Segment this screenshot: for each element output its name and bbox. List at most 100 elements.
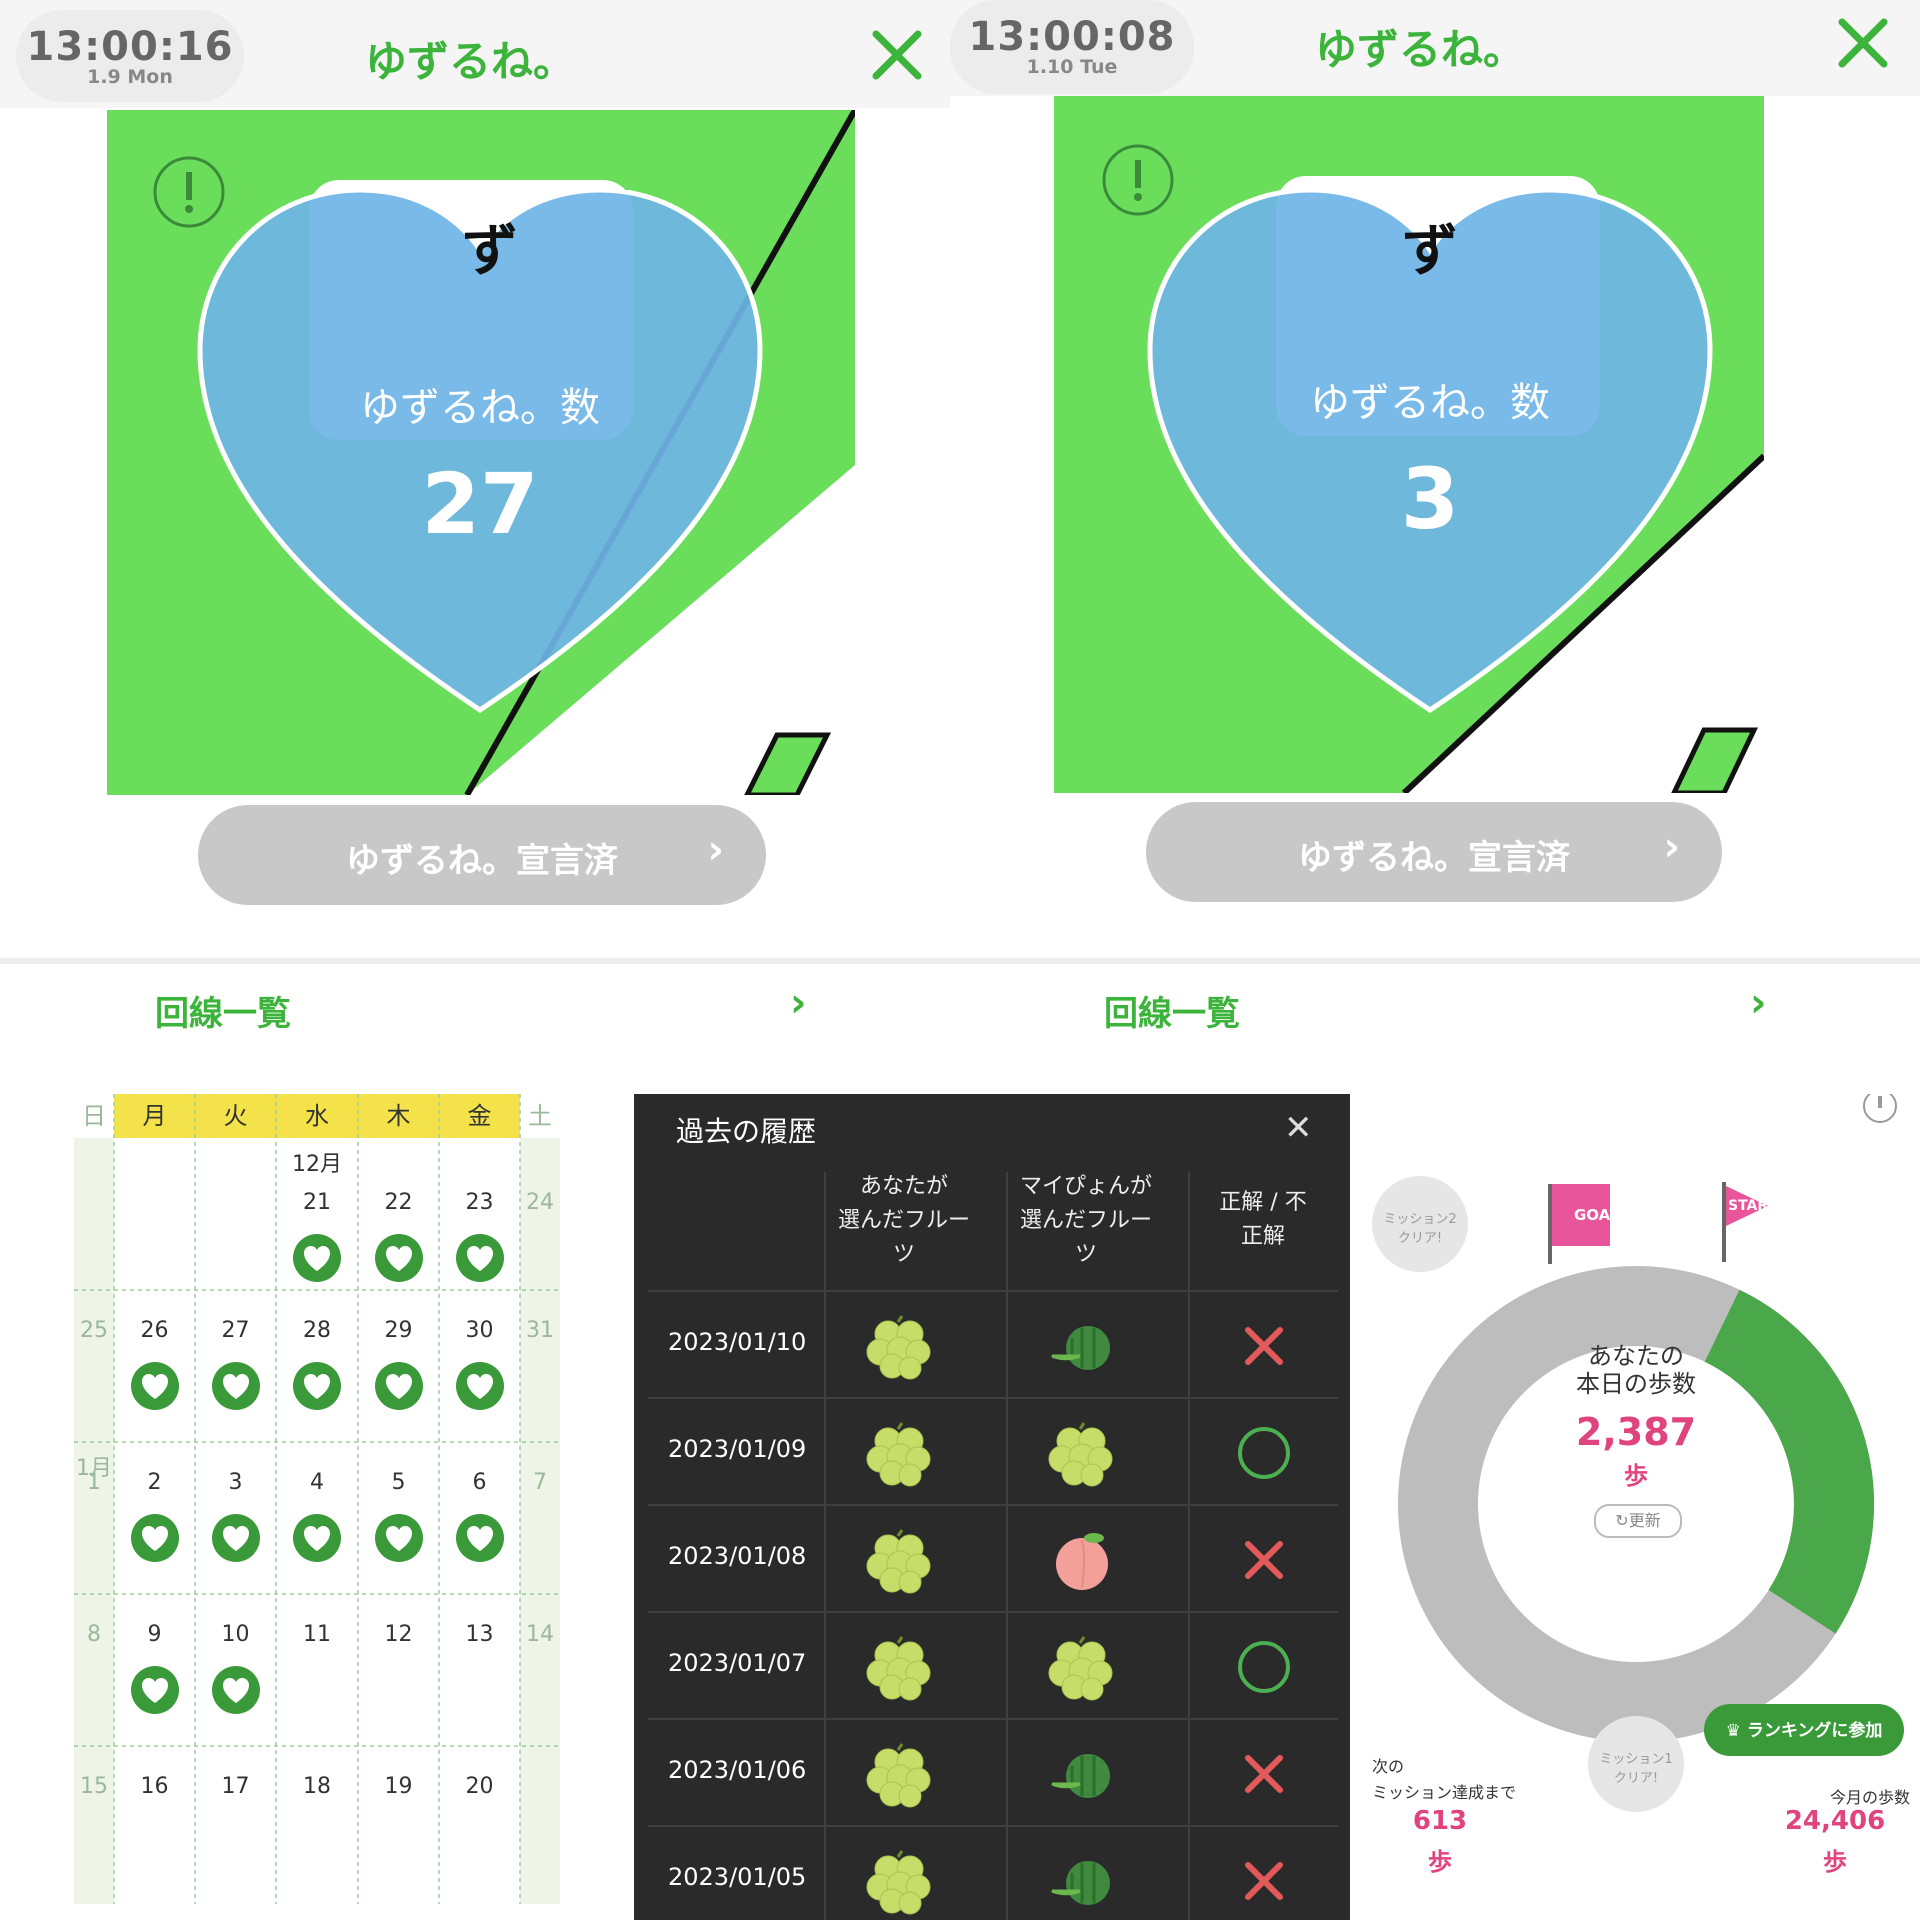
history-row: 2023/01/05 (648, 1825, 1338, 1920)
steps-panel: GOAL START ミッション2 クリア! ミッション1 クリア! あなたの … (1350, 1094, 1920, 1920)
grape-icon (860, 1740, 940, 1814)
calendar-day: 20 (465, 1774, 494, 1799)
clock-widget: 13:00:16 1.9 Mon (16, 10, 244, 102)
chevron-right-icon: › (1663, 824, 1680, 870)
start-flag: START (1728, 1198, 1778, 1214)
clock-time: 13:00:08 (968, 14, 1176, 60)
calendar-day: 11 (303, 1622, 331, 1647)
calendar-day: 5 (391, 1470, 406, 1495)
heart-stamp-icon (374, 1234, 423, 1282)
watermelon-icon (1042, 1740, 1122, 1814)
yuzurune-count: 3 (1400, 450, 1460, 548)
grape-icon (1042, 1419, 1122, 1493)
calendar-day: 12 (384, 1622, 413, 1647)
history-row: 2023/01/07 (648, 1611, 1338, 1719)
history-date: 2023/01/08 (668, 1542, 807, 1570)
cross-wrong-icon (1234, 1316, 1294, 1380)
svg-text:ず: ず (462, 219, 518, 284)
calendar-day: 19 (384, 1774, 413, 1799)
calendar-day: 30 (465, 1318, 494, 1343)
history-row: 2023/01/08 (648, 1504, 1338, 1612)
calendar-day: 9 (147, 1622, 162, 1647)
calendar-day: 22 (384, 1190, 413, 1215)
col-result: 正解 / 不 正解 (1219, 1190, 1307, 1249)
grape-icon (860, 1847, 940, 1920)
top-bar: 13:00:16 1.9 Mon ゆずるね。 (0, 0, 950, 108)
weekday-tue: 火 (223, 1102, 248, 1130)
declared-button[interactable]: ゆずるね。宣言済 › (198, 805, 766, 905)
cross-wrong-icon (1234, 1530, 1294, 1594)
divider (824, 1172, 826, 1920)
today-steps-title: あなたの 本日の歩数 (1576, 1342, 1696, 1398)
next-mission-steps: 613 (1412, 1806, 1468, 1836)
lines-list-label: 回線一覧 (1104, 994, 1240, 1034)
refresh-button[interactable]: ↻更新 (1594, 1504, 1682, 1538)
heart-stamp-icon (211, 1362, 260, 1410)
month-steps-value: 24,406 (1784, 1806, 1886, 1836)
divider (950, 958, 1920, 964)
close-icon[interactable]: ✕ (1284, 1108, 1313, 1148)
grape-icon (860, 1526, 940, 1600)
lines-list-row[interactable]: 回線一覧 › (950, 964, 1920, 1045)
calendar-day: 2 (147, 1470, 162, 1495)
declared-button[interactable]: ゆずるね。宣言済 › (1146, 802, 1722, 902)
declared-label: ゆずるね。宣言済 (346, 841, 618, 881)
calendar-day: 1 (87, 1470, 101, 1495)
calendar-day: 23 (465, 1190, 494, 1215)
history-title: 過去の履歴 (676, 1115, 817, 1148)
ranking-label: ランキングに参加 (1746, 1721, 1883, 1741)
grape-icon (1042, 1633, 1122, 1707)
close-icon[interactable] (870, 28, 924, 82)
heart-stamp-icon (455, 1514, 504, 1562)
goal-flag: GOAL (1574, 1206, 1620, 1224)
heart-stamp-icon (211, 1514, 260, 1562)
heart-stamp-icon (455, 1234, 504, 1282)
history-date: 2023/01/06 (668, 1756, 807, 1784)
heart-stamp-icon (374, 1362, 423, 1410)
weekday-sat: 土 (528, 1102, 552, 1130)
calendar-day: 29 (384, 1318, 413, 1343)
calendar-day: 25 (80, 1318, 108, 1343)
calendar-day: 16 (140, 1774, 169, 1799)
app-title: ゆずるね。 (364, 37, 575, 86)
divider (0, 958, 950, 964)
heart-stamp-icon (293, 1514, 341, 1562)
heart-counter: ず ゆずるね。数 3 (1140, 180, 1720, 720)
calendar-day: 28 (303, 1318, 331, 1343)
mission1-badge: ミッション1 クリア! (1599, 1752, 1673, 1786)
history-date: 2023/01/09 (668, 1435, 807, 1463)
weekday-mon: 月 (142, 1102, 167, 1130)
close-icon[interactable] (1836, 16, 1890, 70)
calendar-day: 18 (303, 1774, 331, 1799)
col-yours: あなたが 選んだフルー ツ (837, 1174, 970, 1267)
weekday-thu: 木 (386, 1102, 411, 1130)
heart-label: ゆずるね。数 (1310, 380, 1550, 426)
calendar-day: 27 (221, 1318, 250, 1343)
weekday-wed: 水 (305, 1102, 329, 1130)
history-date: 2023/01/05 (668, 1863, 807, 1891)
app-title: ゆずるね。 (1314, 25, 1525, 74)
history-date: 2023/01/07 (668, 1649, 807, 1677)
heart-stamp-icon (293, 1362, 341, 1410)
month-label: 1月 (76, 1456, 112, 1481)
circle-correct-icon (1234, 1423, 1294, 1487)
refresh-icon: ↻ (1615, 1511, 1629, 1530)
month-steps-unit: 歩 (1823, 1848, 1847, 1876)
calendar-day: 15 (80, 1774, 108, 1799)
ranking-button[interactable]: ♛ ランキングに参加 (1704, 1716, 1904, 1741)
history-date: 2023/01/10 (668, 1328, 807, 1356)
lines-list-row[interactable]: 回線一覧 › (0, 964, 950, 1045)
yuzurune-panel-right: 13:00:08 1.10 Tue ゆずるね。 ず ゆずるね。数 3 ゆずるね。… (950, 0, 1920, 1045)
history-modal: 過去の履歴 ✕ あなたが 選んだフルー ツ マイぴょんが 選んだフルー ツ 正解… (634, 1094, 1350, 1920)
divider (1006, 1172, 1008, 1920)
heart-stamp-icon (130, 1362, 179, 1410)
calendar-day: 21 (303, 1190, 331, 1215)
calendar-day: 3 (228, 1470, 243, 1495)
heart-shape: ず (197, 190, 763, 714)
history-row: 2023/01/10 (648, 1290, 1338, 1398)
history-row: 2023/01/06 (648, 1718, 1338, 1826)
clock-widget: 13:00:08 1.10 Tue (950, 0, 1194, 94)
calendar-day: 6 (472, 1470, 487, 1495)
today-steps-unit: 歩 (1624, 1462, 1648, 1490)
calendar-day: 13 (465, 1622, 494, 1647)
